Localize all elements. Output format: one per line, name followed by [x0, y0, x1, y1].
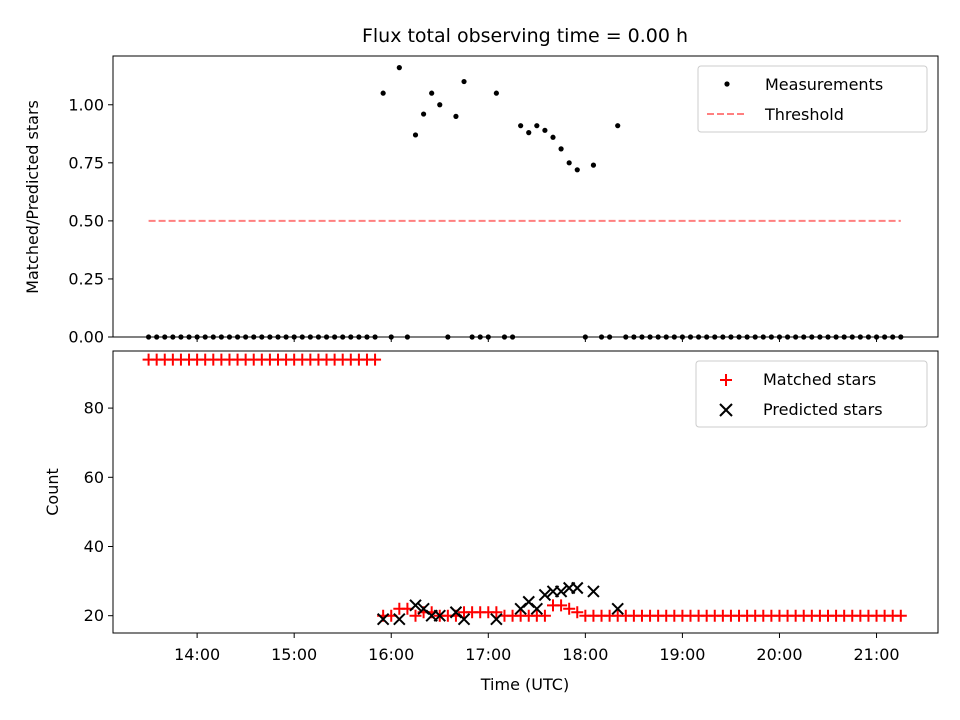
predicted-stars-layer [376, 581, 624, 626]
measurement-point [534, 123, 540, 129]
predicted-star-marker [393, 612, 406, 626]
measurement-point [518, 123, 524, 129]
predicted-star-marker [554, 585, 568, 598]
predicted-star-marker [376, 612, 390, 626]
matched-star-marker [369, 353, 382, 366]
measurement-point [550, 134, 556, 140]
matched-star-marker [490, 606, 503, 619]
y-tick-label: 20 [84, 606, 104, 625]
measurement-point [526, 130, 532, 136]
measurement-point [461, 78, 467, 85]
top-x-ticks [196, 337, 878, 342]
predicted-star-marker [587, 585, 600, 598]
matched-star-marker [894, 609, 907, 622]
matched-star-marker [409, 609, 422, 622]
legend-matched-label: Matched stars [763, 370, 876, 389]
predicted-star-marker [490, 612, 503, 626]
bottom-x-axis-label: Time (UTC) [480, 675, 569, 694]
bottom-legend-box [695, 360, 928, 428]
matched-star-marker [571, 606, 584, 619]
top-legend-box [697, 65, 928, 133]
bottom-axes-frame [112, 350, 939, 634]
measurement-point [590, 162, 597, 168]
top-axes-frame [112, 55, 939, 338]
measurement-point [380, 90, 386, 96]
measurement-point [453, 113, 459, 119]
measurement-point [396, 65, 402, 71]
measurement-point [412, 132, 419, 138]
top-legend: Measurements Threshold [697, 65, 928, 133]
measurement-point [429, 90, 435, 96]
measurement-point [493, 90, 499, 96]
y-tick-label: 60 [84, 468, 104, 487]
measurement-point [574, 167, 580, 173]
bottom-y-ticks: 20 40 60 80 [84, 399, 113, 625]
legend-predicted-marker [719, 403, 733, 417]
y-tick-label: 0.75 [68, 153, 104, 172]
predicted-star-marker [409, 599, 422, 612]
y-tick-label: 40 [84, 537, 104, 556]
measurement-point [542, 127, 548, 133]
predicted-star-marker [611, 602, 624, 615]
matched-star-marker [563, 602, 576, 615]
predicted-star-marker [571, 581, 584, 595]
measurement-point [566, 160, 572, 166]
legend-measurements-label: Measurements [765, 75, 883, 94]
matched-stars-layer [142, 353, 907, 622]
y-tick-label: 1.00 [68, 95, 104, 114]
top-subplot: 0.00 0.25 0.50 0.75 1.00 Matched/Predicted s… [23, 55, 939, 347]
matched-star-marker [555, 599, 568, 612]
top-y-ticks: 0.00 0.25 0.50 0.75 1.00 [68, 95, 113, 347]
x-tick-label: 16:00 [368, 645, 414, 664]
top-chart-title: Flux total observing time = 0.00 h [362, 25, 688, 47]
y-tick-label: 80 [84, 399, 104, 418]
y-tick-label: 0.00 [68, 328, 104, 347]
top-y-axis-label: Matched/Predicted stars [23, 100, 42, 294]
bottom-legend: Matched stars Predicted stars [695, 360, 928, 428]
x-tick-label: 19:00 [659, 645, 705, 664]
predicted-star-marker [433, 609, 446, 622]
y-tick-label: 0.50 [68, 211, 104, 230]
legend-predicted-label: Predicted stars [763, 400, 883, 419]
x-tick-label: 18:00 [562, 645, 608, 664]
legend-measurements-marker [724, 81, 730, 87]
x-tick-label: 21:00 [853, 645, 899, 664]
x-tick-label: 15:00 [271, 645, 317, 664]
matched-star-marker [538, 609, 551, 622]
bottom-x-ticks: 14:00 15:00 16:00 17:00 18:00 19:00 20:00 21:00 [174, 633, 900, 664]
measurement-point [615, 123, 621, 129]
measurement-point [420, 111, 427, 117]
x-tick-label: 20:00 [756, 645, 802, 664]
legend-threshold-label: Threshold [764, 105, 844, 124]
measurement-point [558, 146, 564, 152]
y-tick-label: 0.25 [68, 269, 104, 288]
legend-matched-marker [720, 374, 732, 386]
predicted-star-marker [538, 588, 552, 602]
bottom-y-axis-label: Count [43, 468, 62, 516]
predicted-star-marker [530, 602, 544, 615]
x-tick-label: 14:00 [174, 645, 220, 664]
measurement-point [437, 102, 443, 108]
x-tick-label: 17:00 [465, 645, 511, 664]
predicted-star-marker [457, 612, 471, 626]
bottom-subplot: 20 40 60 80 14:00 15:00 16:00 17:00 18:00 19:00 2… [43, 350, 939, 694]
